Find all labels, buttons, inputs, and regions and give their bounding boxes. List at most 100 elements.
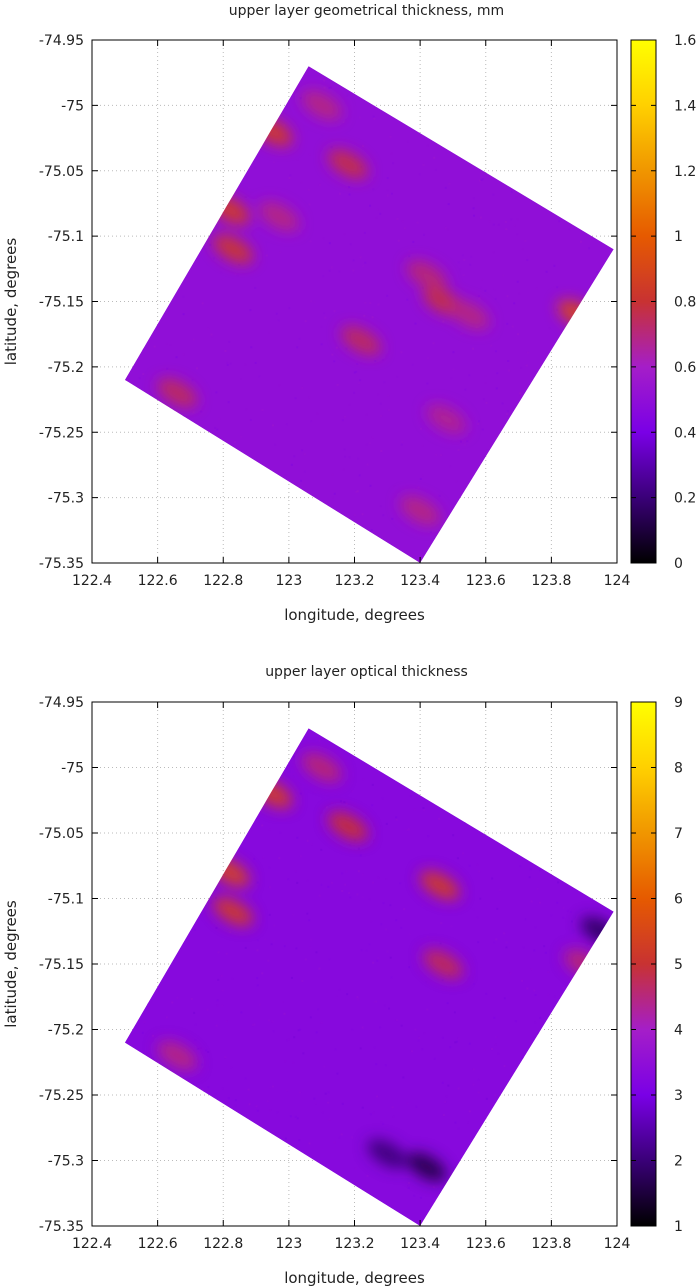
texture-cell [547, 993, 550, 996]
texture-cell [611, 987, 614, 990]
texture-cell [379, 1216, 382, 1219]
texture-cell [219, 126, 222, 129]
texture-cell [192, 411, 195, 414]
texture-cell [491, 877, 494, 880]
texture-cell [380, 102, 383, 105]
texture-cell [353, 371, 356, 374]
texture-cell [191, 259, 194, 262]
texture-cell [485, 1097, 488, 1100]
texture-cell [370, 920, 373, 923]
texture-cell [272, 1085, 275, 1088]
y-tick-label: -75.1 [48, 892, 84, 908]
texture-cell [149, 1128, 152, 1131]
texture-cell [442, 532, 445, 535]
texture-cell [547, 970, 550, 973]
texture-cell [121, 290, 123, 292]
texture-cell [567, 401, 570, 404]
texture-cell [229, 1199, 232, 1202]
texture-cell [256, 977, 259, 980]
texture-cell [276, 1198, 279, 1201]
texture-cell [369, 1113, 372, 1116]
texture-cell [555, 719, 557, 721]
texture-cell [407, 41, 409, 43]
texture-cell [316, 537, 319, 540]
texture-cell [572, 101, 575, 104]
texture-cell [266, 736, 269, 739]
texture-cell [248, 1165, 251, 1168]
texture-cell [573, 110, 576, 113]
texture-cell [391, 1106, 394, 1109]
texture-cell [596, 358, 599, 361]
texture-cell [186, 41, 188, 43]
texture-cell [425, 981, 428, 984]
texture-cell [329, 720, 331, 722]
texture-cell [322, 237, 325, 240]
texture-cell [338, 533, 341, 536]
texture-cell [286, 1039, 289, 1042]
texture-cell [309, 1016, 312, 1019]
texture-cell [492, 223, 495, 226]
texture-cell [520, 1092, 523, 1095]
texture-cell [254, 286, 257, 289]
texture-cell [472, 908, 475, 911]
texture-cell [225, 952, 228, 955]
texture-cell [594, 459, 597, 462]
texture-cell [316, 505, 319, 508]
texture-cell [475, 1212, 478, 1215]
texture-cell [138, 968, 141, 971]
texture-cell [165, 931, 168, 934]
texture-cell [502, 1220, 505, 1223]
texture-cell [121, 815, 123, 817]
texture-cell [349, 736, 352, 739]
texture-cell [603, 330, 606, 333]
texture-cell [343, 83, 346, 86]
texture-cell [600, 86, 603, 89]
texture-cell [253, 74, 256, 77]
texture-cell [132, 710, 134, 712]
texture-cell [413, 1194, 416, 1197]
texture-cell [170, 250, 173, 253]
texture-cell [440, 454, 443, 457]
texture-cell [503, 499, 506, 502]
texture-cell [101, 992, 103, 994]
texture-cell [615, 1197, 617, 1199]
texture-cell [588, 459, 591, 462]
texture-cell [186, 83, 189, 86]
texture-cell [489, 745, 492, 748]
texture-cell [380, 415, 383, 418]
texture-cell [225, 1020, 228, 1023]
texture-cell [230, 50, 232, 52]
texture-cell [527, 1089, 530, 1092]
texture-cell [248, 186, 251, 189]
texture-cell [201, 1191, 204, 1194]
texture-cell [463, 258, 466, 261]
texture-cell [605, 775, 608, 778]
texture-cell [292, 773, 295, 776]
texture-cell [257, 473, 260, 476]
texture-cell [135, 786, 138, 789]
texture-cell [534, 70, 537, 73]
texture-cell [445, 781, 448, 784]
y-tick-label: -75.2 [48, 1023, 84, 1039]
texture-cell [607, 281, 610, 284]
texture-cell [392, 162, 395, 165]
texture-cell [441, 1207, 444, 1210]
texture-cell [137, 150, 140, 153]
texture-cell [521, 441, 524, 444]
texture-cell [201, 832, 204, 835]
texture-cell [175, 834, 178, 837]
y-axis-label: latitude, degrees [2, 900, 20, 1028]
texture-cell [357, 847, 360, 850]
texture-cell [116, 217, 118, 219]
texture-cell [477, 295, 480, 298]
texture-cell [523, 748, 526, 751]
texture-cell [399, 751, 402, 754]
texture-cell [417, 1039, 420, 1042]
texture-cell [472, 197, 475, 200]
texture-cell [512, 1176, 515, 1179]
texture-cell [501, 72, 504, 75]
texture-cell [155, 419, 158, 422]
texture-cell [143, 422, 146, 425]
chart-title: upper layer geometrical thickness, mm [229, 3, 504, 19]
